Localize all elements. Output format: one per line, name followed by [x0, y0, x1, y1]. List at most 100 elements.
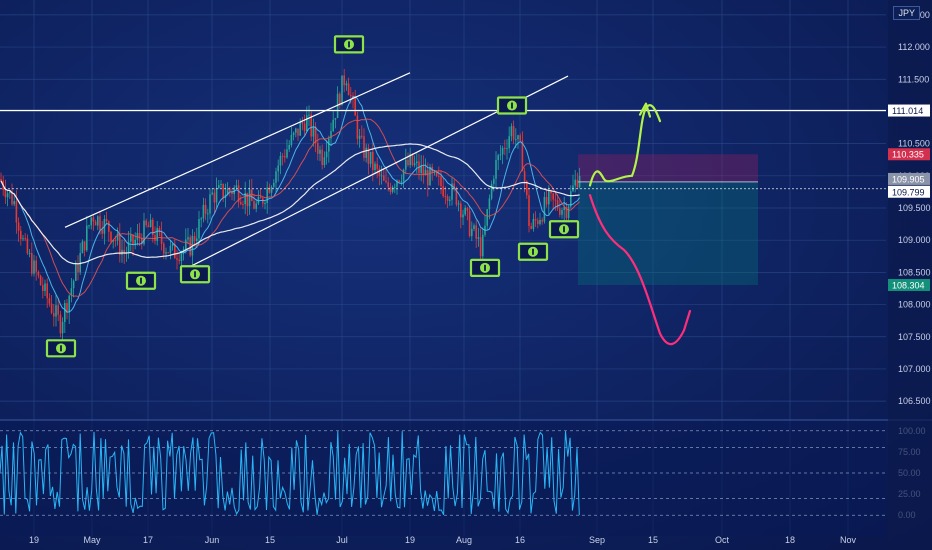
candle-body [548, 190, 550, 205]
candle-body [576, 179, 579, 188]
candle-body [308, 114, 310, 116]
candle-body [132, 234, 134, 245]
candle-body [440, 176, 442, 187]
candle-body [288, 144, 290, 150]
candle-body [143, 220, 145, 245]
price-level-box[interactable] [888, 185, 930, 198]
candle-body [130, 234, 132, 242]
candle-body [134, 239, 136, 245]
price-level-box[interactable] [888, 148, 930, 161]
candle-body [121, 249, 123, 255]
price-level-box[interactable] [888, 172, 930, 185]
candle-body [156, 227, 158, 241]
candle-body [435, 171, 438, 176]
candle-body [86, 225, 88, 251]
candle-body [26, 238, 29, 254]
candle-body [528, 195, 530, 227]
candle-body [486, 209, 488, 226]
candle-body [563, 207, 565, 210]
candle-body [145, 220, 147, 226]
candle-body [255, 203, 257, 209]
candle-body [116, 233, 119, 241]
candle-body [101, 229, 103, 234]
candle-body [211, 192, 213, 195]
candle-body [259, 197, 262, 199]
price-level-label: 111.014 [892, 106, 923, 116]
candle-body [466, 207, 469, 211]
candle-body [235, 185, 238, 188]
candle-body [493, 178, 495, 184]
money-marker-icon [179, 265, 211, 284]
time-tick-label: Aug [456, 535, 472, 545]
candle-body [363, 136, 365, 158]
candle-body [336, 93, 339, 119]
candle-body [396, 180, 398, 187]
candle-body [530, 226, 532, 229]
money-marker-glyph [140, 277, 142, 284]
candle-body [499, 154, 502, 156]
price-level-label: 108.304 [892, 280, 925, 290]
price-level-box[interactable] [888, 104, 930, 117]
candle-body [229, 188, 231, 192]
candle-body [312, 126, 315, 137]
price-axis[interactable]: 112.500112.000111.500111.000110.500110.0… [888, 0, 932, 550]
candle-body [171, 243, 174, 246]
candle-body [537, 220, 539, 224]
money-marker-icon [45, 339, 77, 358]
time-tick-label: Oct [715, 535, 730, 545]
candle-body [369, 151, 372, 164]
money-marker-glyph [511, 102, 513, 109]
candle-body [55, 305, 57, 317]
candle-body [567, 206, 570, 218]
candle-body [413, 163, 416, 166]
candle-body [290, 135, 293, 145]
currency-label: JPY [898, 8, 915, 18]
money-marker-icon [469, 258, 501, 277]
candle-body [163, 243, 165, 254]
candle-body [347, 83, 350, 96]
candle-body [398, 180, 400, 182]
candle-body [88, 225, 90, 227]
candle-body [222, 183, 224, 198]
candle-body [295, 128, 297, 133]
candle-body [251, 189, 253, 201]
time-axis[interactable]: 19 May 17 Jun 15 Jul 19 Aug 16 Sep 15 Oct 18 Nov [29, 535, 857, 545]
time-tick-label: Jul [336, 535, 348, 545]
candle-body [50, 303, 53, 313]
candle-body [473, 225, 475, 229]
currency-badge[interactable]: JPY [893, 6, 920, 20]
bearish-forecast-arrow[interactable] [588, 194, 692, 346]
bullish-forecast-arrow[interactable] [588, 104, 662, 187]
candle-body [268, 187, 271, 193]
time-tick-label: 15 [265, 535, 275, 545]
ma-slow-line [0, 143, 580, 265]
candle-body [358, 135, 361, 139]
candle-body [319, 149, 321, 154]
forecast-arrows[interactable] [588, 102, 692, 346]
candle-body [48, 298, 51, 304]
candle-body [453, 183, 455, 189]
time-tick-label: 19 [29, 535, 39, 545]
price-level-label: 110.335 [892, 150, 924, 160]
money-marker-glyph [194, 271, 196, 278]
candle-body [273, 182, 275, 187]
candle-body [108, 221, 110, 232]
candle-body [506, 148, 508, 150]
candle-body [411, 153, 414, 166]
stochastic-oscillator-line [0, 431, 580, 516]
price-level-box[interactable] [888, 278, 930, 291]
candle-body [512, 126, 515, 140]
candle-body [314, 126, 317, 143]
candle-body [28, 253, 31, 255]
candle-body [534, 219, 537, 221]
candle-body [218, 185, 220, 189]
candle-body [385, 180, 387, 183]
time-tick-label: Jun [205, 535, 220, 545]
candle-body [149, 219, 152, 228]
candle-body [374, 163, 376, 170]
channel-upper-line[interactable] [64, 72, 411, 228]
price-level-label: 109.905 [892, 174, 925, 184]
candle-body [169, 245, 172, 253]
candle-body [464, 207, 466, 215]
